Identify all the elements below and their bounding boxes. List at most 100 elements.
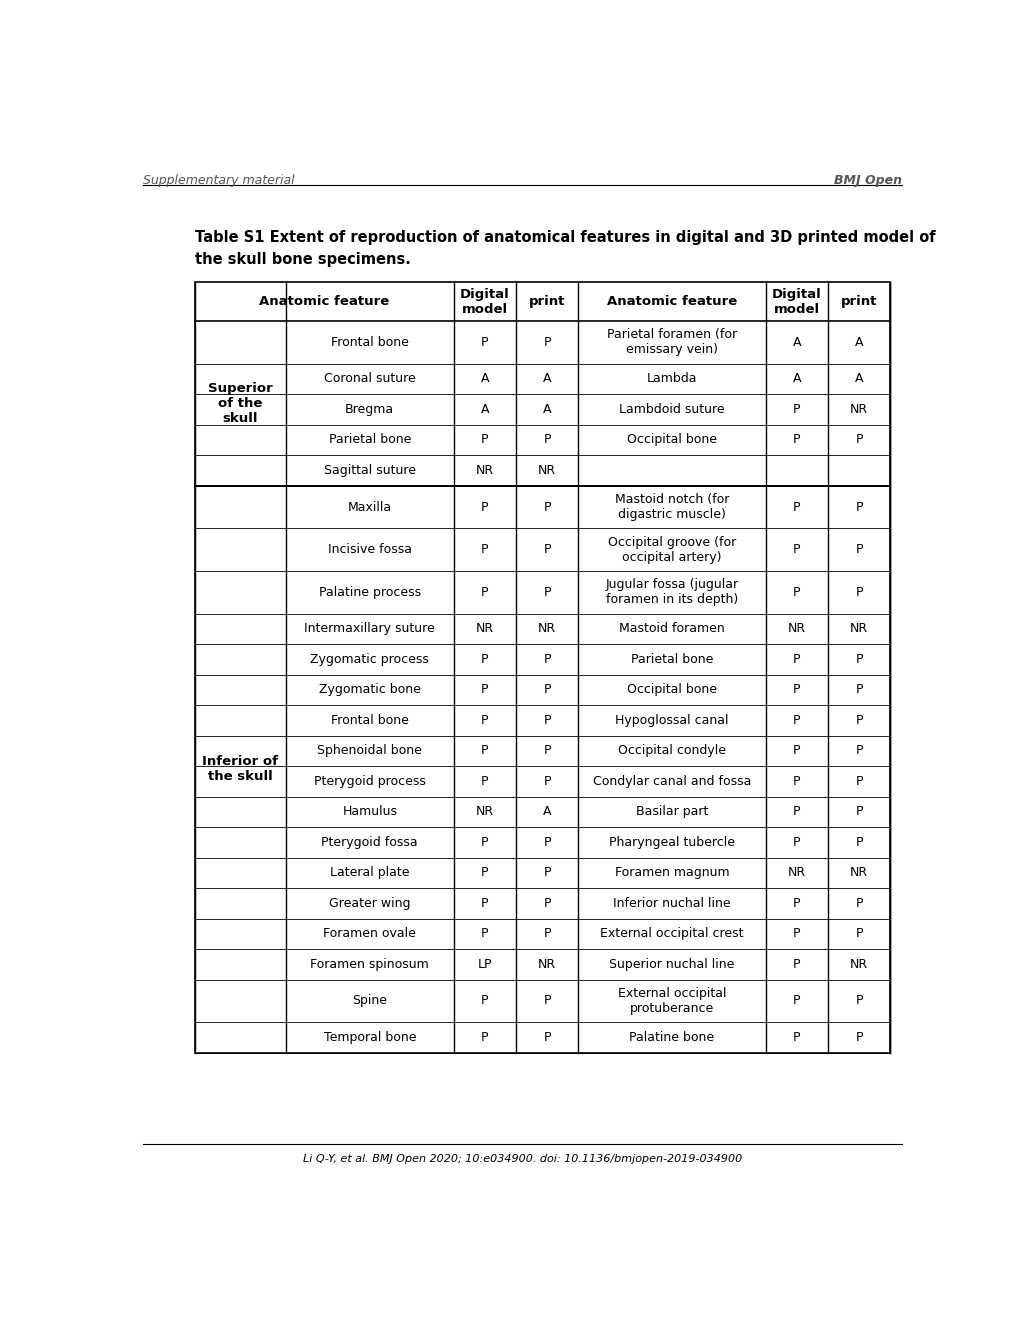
Text: P: P [543, 714, 550, 727]
Text: Superior
of the
skull: Superior of the skull [208, 381, 272, 425]
Text: Zygomatic process: Zygomatic process [310, 653, 429, 667]
Text: Mastoid foramen: Mastoid foramen [619, 623, 725, 635]
Text: P: P [543, 1031, 550, 1044]
Text: P: P [481, 500, 488, 513]
Text: NR: NR [849, 623, 867, 635]
Text: Condylar canal and fossa: Condylar canal and fossa [592, 775, 751, 788]
Text: Hamulus: Hamulus [342, 805, 397, 818]
Text: P: P [543, 653, 550, 667]
Text: P: P [792, 805, 800, 818]
Text: P: P [481, 433, 488, 446]
Text: P: P [481, 775, 488, 788]
Text: P: P [543, 896, 550, 909]
Text: Supplementary material: Supplementary material [143, 174, 294, 186]
Text: Sagittal suture: Sagittal suture [323, 463, 416, 477]
Text: Frontal bone: Frontal bone [330, 714, 409, 727]
Text: P: P [792, 433, 800, 446]
Text: P: P [792, 403, 800, 416]
Text: Bregma: Bregma [344, 403, 394, 416]
Text: A: A [854, 335, 862, 348]
Text: Digital
model: Digital model [771, 288, 821, 315]
Text: P: P [855, 744, 862, 758]
Bar [195, 282, 890, 1053]
Text: Palatine process: Palatine process [318, 586, 421, 599]
Text: NR: NR [476, 623, 493, 635]
Text: Parietal bone: Parietal bone [328, 433, 411, 446]
Text: P: P [792, 586, 800, 599]
Text: Incisive fossa: Incisive fossa [327, 544, 412, 556]
Text: P: P [855, 836, 862, 849]
Text: Coronal suture: Coronal suture [324, 372, 416, 385]
Text: P: P [792, 714, 800, 727]
Text: P: P [855, 775, 862, 788]
Text: Occipital bone: Occipital bone [627, 433, 716, 446]
Text: Pterygoid fossa: Pterygoid fossa [321, 836, 418, 849]
Text: Foramen ovale: Foramen ovale [323, 928, 416, 940]
Text: P: P [855, 928, 862, 940]
Text: Maxilla: Maxilla [347, 500, 391, 513]
Text: P: P [481, 928, 488, 940]
Text: P: P [792, 928, 800, 940]
Text: P: P [481, 896, 488, 909]
Text: A: A [480, 372, 489, 385]
Text: Spine: Spine [352, 994, 387, 1007]
Text: A: A [792, 335, 800, 348]
Text: Parietal foramen (for
emissary vein): Parietal foramen (for emissary vein) [606, 329, 737, 356]
Text: NR: NR [849, 403, 867, 416]
Text: Inferior nuchal line: Inferior nuchal line [612, 896, 731, 909]
Text: NR: NR [538, 463, 555, 477]
Text: P: P [792, 544, 800, 556]
Text: P: P [855, 896, 862, 909]
Text: P: P [543, 500, 550, 513]
Text: Intermaxillary suture: Intermaxillary suture [304, 623, 435, 635]
Text: P: P [481, 994, 488, 1007]
Text: P: P [855, 433, 862, 446]
Text: Hypoglossal canal: Hypoglossal canal [614, 714, 729, 727]
Text: Foramen magnum: Foramen magnum [614, 866, 729, 879]
Text: NR: NR [849, 958, 867, 972]
Text: Jugular fossa (jugular
foramen in its depth): Jugular fossa (jugular foramen in its de… [605, 578, 738, 606]
Text: P: P [543, 928, 550, 940]
Text: P: P [543, 775, 550, 788]
Text: P: P [855, 1031, 862, 1044]
Text: P: P [543, 836, 550, 849]
Text: P: P [855, 805, 862, 818]
Text: A: A [542, 805, 551, 818]
Text: Anatomic feature: Anatomic feature [259, 296, 389, 308]
Text: Superior nuchal line: Superior nuchal line [608, 958, 734, 972]
Text: P: P [543, 744, 550, 758]
Text: P: P [855, 684, 862, 697]
Text: Mastoid notch (for
digastric muscle): Mastoid notch (for digastric muscle) [614, 494, 729, 521]
Text: NR: NR [476, 805, 493, 818]
Text: A: A [480, 403, 489, 416]
Text: NR: NR [538, 623, 555, 635]
Text: Greater wing: Greater wing [329, 896, 411, 909]
Text: Zygomatic bone: Zygomatic bone [319, 684, 420, 697]
Text: Pharyngeal tubercle: Pharyngeal tubercle [608, 836, 735, 849]
Text: P: P [543, 586, 550, 599]
Text: Lambda: Lambda [646, 372, 697, 385]
Text: A: A [854, 372, 862, 385]
Text: P: P [855, 994, 862, 1007]
Text: Temporal bone: Temporal bone [323, 1031, 416, 1044]
Text: P: P [481, 744, 488, 758]
Text: NR: NR [849, 866, 867, 879]
Text: P: P [792, 896, 800, 909]
Text: Palatine bone: Palatine bone [629, 1031, 714, 1044]
Text: External occipital
protuberance: External occipital protuberance [618, 987, 726, 1015]
Text: Parietal bone: Parietal bone [630, 653, 712, 667]
Text: P: P [792, 994, 800, 1007]
Text: A: A [542, 403, 551, 416]
Text: Sphenoidal bone: Sphenoidal bone [317, 744, 422, 758]
Text: P: P [481, 1031, 488, 1044]
Text: NR: NR [538, 958, 555, 972]
Text: P: P [481, 866, 488, 879]
Text: P: P [855, 500, 862, 513]
Text: Table S1 Extent of reproduction of anatomical features in digital and 3D printed: Table S1 Extent of reproduction of anato… [195, 230, 934, 244]
Text: P: P [481, 684, 488, 697]
Text: P: P [792, 744, 800, 758]
Text: A: A [792, 372, 800, 385]
Text: Frontal bone: Frontal bone [330, 335, 409, 348]
Text: Occipital bone: Occipital bone [627, 684, 716, 697]
Text: P: P [792, 775, 800, 788]
